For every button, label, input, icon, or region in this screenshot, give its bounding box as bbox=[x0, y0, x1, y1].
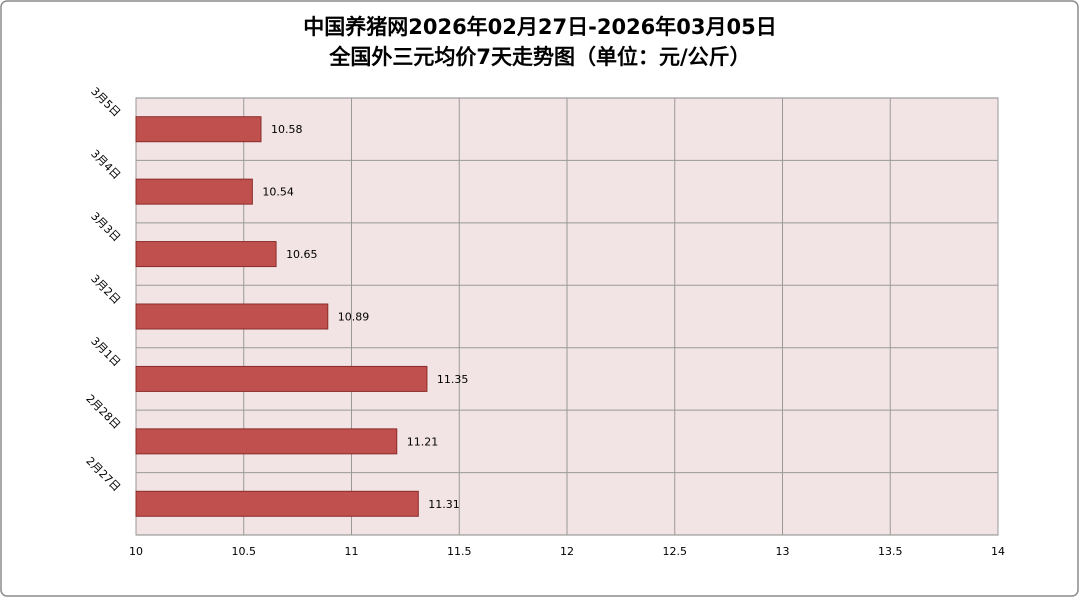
value-label: 11.21 bbox=[407, 435, 439, 448]
x-tick-label: 12.5 bbox=[663, 545, 688, 558]
value-label: 10.58 bbox=[271, 123, 303, 136]
value-label: 10.65 bbox=[286, 248, 318, 261]
bar bbox=[135, 365, 428, 392]
value-label: 10.89 bbox=[338, 311, 370, 324]
x-tick-label: 13.5 bbox=[878, 545, 903, 558]
bar bbox=[135, 303, 329, 330]
x-tick-label: 11 bbox=[345, 545, 359, 558]
bar bbox=[135, 490, 419, 517]
value-label: 11.35 bbox=[437, 373, 469, 386]
bar bbox=[135, 116, 262, 143]
x-tick-label: 13 bbox=[776, 545, 790, 558]
chart-title: 中国养猪网2026年02月27日-2026年03月05日 bbox=[303, 15, 777, 39]
x-tick-label: 10.5 bbox=[232, 545, 257, 558]
value-label: 11.31 bbox=[428, 498, 460, 511]
x-tick-label: 14 bbox=[991, 545, 1005, 558]
value-label: 10.54 bbox=[262, 186, 294, 199]
bar bbox=[135, 178, 253, 205]
chart-subtitle: 全国外三元均价7天走势图（单位：元/公斤） bbox=[328, 45, 750, 69]
x-tick-label: 12 bbox=[560, 545, 574, 558]
bar bbox=[135, 428, 398, 455]
x-tick-label: 10 bbox=[129, 545, 143, 558]
bar bbox=[135, 241, 277, 268]
x-tick-label: 11.5 bbox=[447, 545, 472, 558]
